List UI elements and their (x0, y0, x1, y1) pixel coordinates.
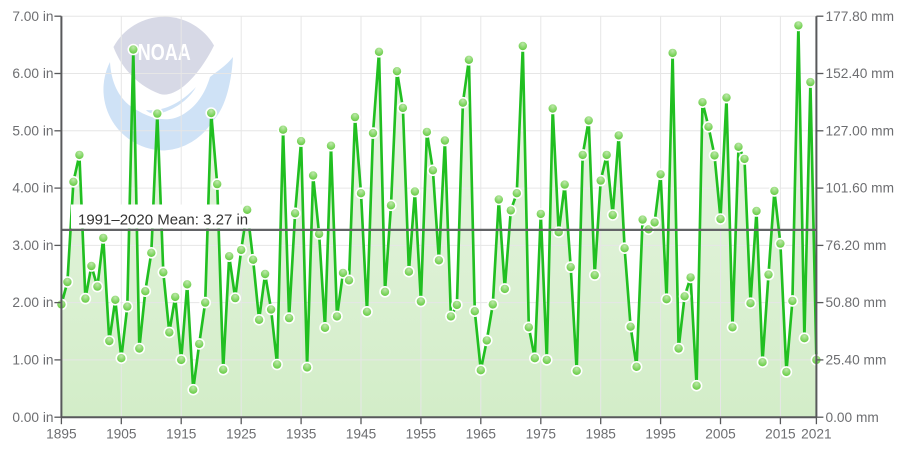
svg-text:1935: 1935 (286, 427, 317, 442)
svg-text:1995: 1995 (645, 427, 676, 442)
svg-text:0.00 mm: 0.00 mm (826, 410, 879, 425)
svg-text:1895: 1895 (46, 427, 77, 442)
svg-text:1925: 1925 (226, 427, 257, 442)
svg-text:2005: 2005 (705, 427, 736, 442)
svg-text:3.00 in: 3.00 in (12, 238, 53, 253)
svg-text:25.40 mm: 25.40 mm (826, 353, 887, 368)
svg-text:1991–2020 Mean: 3.27 in: 1991–2020 Mean: 3.27 in (78, 212, 248, 229)
svg-text:1905: 1905 (106, 427, 137, 442)
svg-text:76.20 mm: 76.20 mm (826, 238, 887, 253)
svg-text:152.40 mm: 152.40 mm (826, 66, 894, 81)
svg-text:0.00 in: 0.00 in (12, 410, 53, 425)
svg-text:1915: 1915 (166, 427, 197, 442)
svg-text:1985: 1985 (585, 427, 616, 442)
svg-text:101.60 mm: 101.60 mm (826, 181, 894, 196)
svg-text:177.80 mm: 177.80 mm (826, 9, 894, 24)
svg-text:1955: 1955 (406, 427, 437, 442)
svg-text:NOAA: NOAA (138, 39, 191, 65)
svg-text:5.00 in: 5.00 in (12, 123, 53, 138)
svg-text:2015: 2015 (765, 427, 796, 442)
svg-text:2021: 2021 (801, 427, 831, 442)
svg-text:1945: 1945 (346, 427, 377, 442)
svg-text:50.80 mm: 50.80 mm (826, 295, 887, 310)
svg-text:1965: 1965 (466, 427, 497, 442)
svg-text:1.00 in: 1.00 in (12, 353, 53, 368)
svg-text:1975: 1975 (526, 427, 557, 442)
svg-text:2.00 in: 2.00 in (12, 295, 53, 310)
svg-text:127.00 mm: 127.00 mm (826, 123, 894, 138)
svg-text:4.00 in: 4.00 in (12, 181, 53, 196)
svg-text:7.00 in: 7.00 in (12, 9, 53, 24)
svg-text:6.00 in: 6.00 in (12, 66, 53, 81)
